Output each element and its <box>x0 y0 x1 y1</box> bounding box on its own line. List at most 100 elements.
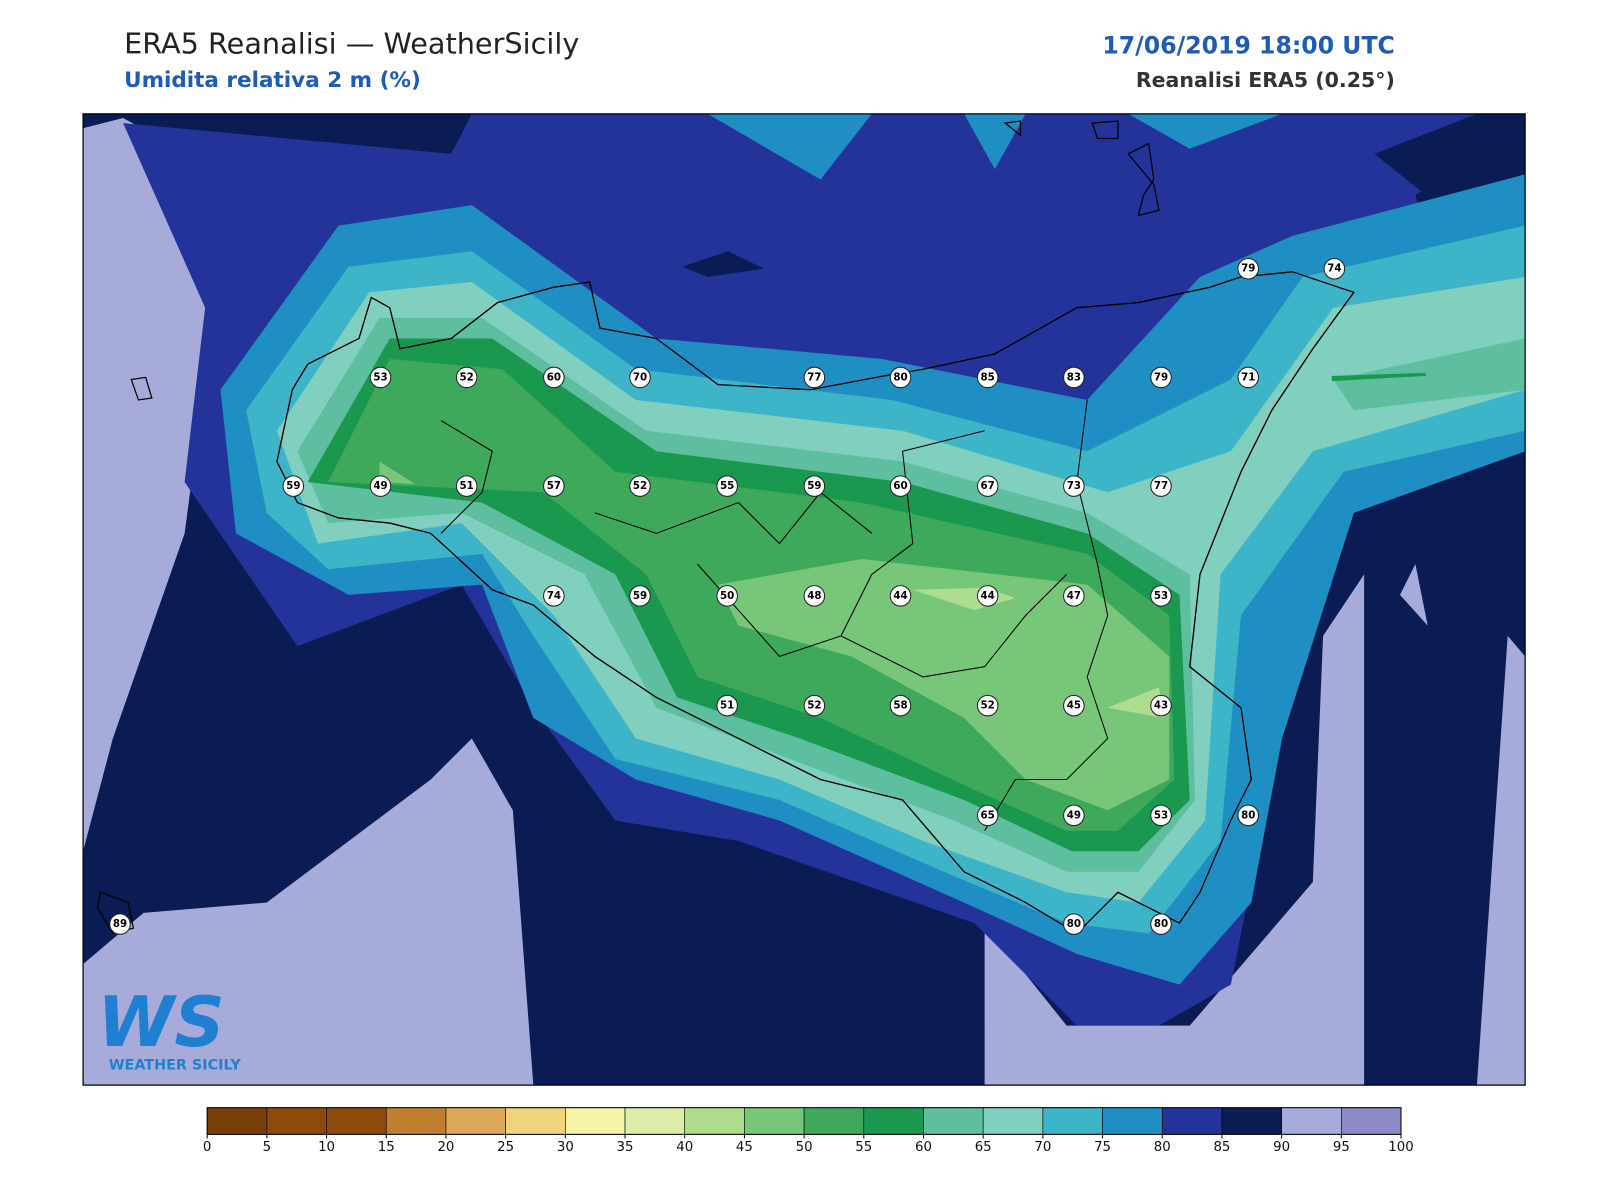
station-marker <box>543 475 565 497</box>
station-value: 77 <box>807 371 821 383</box>
station: 44 <box>976 585 999 607</box>
station: 70 <box>629 366 651 389</box>
station-marker <box>976 585 999 607</box>
station-marker <box>976 694 999 717</box>
station: 85 <box>976 366 999 389</box>
datetime: 17/06/2019 18:00 UTC <box>1102 31 1394 59</box>
station: 74 <box>1323 257 1346 280</box>
map: 53 52 60 70 77 80 85 83 79 71 59 49 51 57 52 55 59 60 67 73… <box>82 113 1526 1086</box>
station: 57 <box>543 475 565 497</box>
station-marker <box>629 475 651 497</box>
colorbar-tick-label: 60 <box>915 1140 932 1155</box>
colorbar-band <box>1161 1107 1223 1135</box>
station-marker <box>455 366 478 389</box>
station-value: 83 <box>1067 371 1081 383</box>
station: 80 <box>1150 913 1172 935</box>
colorbar-tick-label: 65 <box>975 1140 992 1155</box>
station-value: 59 <box>286 480 300 492</box>
station-value: 60 <box>893 480 907 492</box>
colorbar-tick-label: 70 <box>1034 1140 1051 1155</box>
station-value: 55 <box>720 480 734 492</box>
station: 89 <box>109 913 131 935</box>
colorbar-tick-label: 0 <box>203 1140 211 1155</box>
station-marker <box>803 366 826 389</box>
colorbar-band <box>982 1107 1044 1135</box>
colorbar-band <box>1221 1107 1282 1135</box>
field-90 <box>1374 113 1526 195</box>
station: 47 <box>1063 585 1085 607</box>
station-marker <box>803 694 826 717</box>
station: 71 <box>1237 366 1259 389</box>
station: 79 <box>1237 257 1259 280</box>
source: Reanalisi ERA5 (0.25°) <box>1136 68 1395 92</box>
station: 60 <box>889 475 912 497</box>
colorbar-band <box>445 1107 506 1135</box>
station: 60 <box>543 366 565 389</box>
station: 51 <box>455 475 478 497</box>
station-marker <box>543 366 565 389</box>
colorbar-band <box>1042 1107 1103 1135</box>
station-value: 52 <box>981 700 995 712</box>
colorbar-tick-label: 45 <box>736 1140 753 1155</box>
station: 52 <box>976 694 999 717</box>
station-value: 49 <box>373 480 387 492</box>
colorbar-band <box>923 1107 984 1135</box>
station: 52 <box>455 366 478 389</box>
station: 83 <box>1063 366 1085 389</box>
station: 67 <box>976 475 999 497</box>
station-value: 89 <box>113 918 127 930</box>
logo-mark: WS <box>97 982 224 1063</box>
colorbar-band <box>326 1107 387 1135</box>
colorbar-band <box>1341 1107 1402 1135</box>
station-marker <box>1063 585 1085 607</box>
colorbar-tick-label: 85 <box>1213 1140 1230 1155</box>
station-marker <box>1237 257 1259 280</box>
colorbar-tick-label: 75 <box>1094 1140 1111 1155</box>
station-marker <box>716 694 738 717</box>
station-marker <box>889 585 912 607</box>
station-marker <box>109 913 131 935</box>
station-marker <box>889 694 912 717</box>
colorbar-band <box>624 1107 686 1135</box>
station-marker <box>1150 366 1172 389</box>
station-marker <box>1063 366 1085 389</box>
station-value: 60 <box>547 371 561 383</box>
colorbar-band <box>565 1107 626 1135</box>
station: 50 <box>716 585 738 607</box>
station-value: 77 <box>1154 480 1168 492</box>
station-marker <box>803 585 826 607</box>
station: 65 <box>976 804 999 827</box>
station: 77 <box>803 366 826 389</box>
colorbar-tick-label: 50 <box>796 1140 813 1155</box>
station-value: 51 <box>720 700 734 712</box>
field-95 <box>984 574 1365 1086</box>
field-50 <box>717 558 1170 811</box>
station: 48 <box>803 585 826 607</box>
station-marker <box>976 804 999 827</box>
station-value: 70 <box>633 371 647 383</box>
station-marker <box>1150 804 1172 827</box>
station-marker <box>1237 804 1259 827</box>
station-value: 53 <box>373 371 387 383</box>
colorbar-band <box>266 1107 327 1135</box>
station-marker <box>1150 694 1172 717</box>
station-value: 52 <box>807 700 821 712</box>
field-95 <box>83 738 534 1086</box>
station: 53 <box>1150 585 1172 607</box>
station-value: 80 <box>1067 918 1081 930</box>
station-value: 48 <box>807 590 821 602</box>
station-marker <box>629 366 651 389</box>
station: 73 <box>1063 475 1085 497</box>
station-marker <box>369 475 392 497</box>
station-value: 80 <box>893 371 907 383</box>
station-value: 43 <box>1154 700 1168 712</box>
station: 45 <box>1063 694 1085 717</box>
colorbar: 0 5 10 15 20 25 30 35 40 45 50 55 60 65 70 75 80 85 90 95 10… <box>203 1107 1414 1155</box>
colorbar-tick-label: 95 <box>1333 1140 1350 1155</box>
station-marker <box>1150 585 1172 607</box>
station-value: 50 <box>720 590 734 602</box>
station-marker <box>1323 257 1346 280</box>
station: 43 <box>1150 694 1172 717</box>
station: 53 <box>1150 804 1172 827</box>
